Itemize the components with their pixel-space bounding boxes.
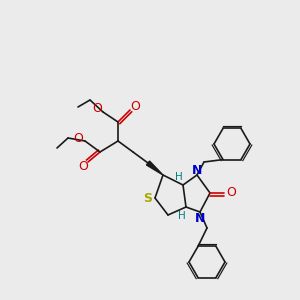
Text: O: O [226, 187, 236, 200]
Text: O: O [92, 101, 102, 115]
Text: N: N [195, 212, 205, 224]
Text: O: O [78, 160, 88, 172]
Text: S: S [143, 191, 152, 205]
Text: O: O [130, 100, 140, 113]
Text: H: H [175, 172, 183, 182]
Text: H: H [178, 211, 186, 221]
Polygon shape [146, 161, 163, 175]
Text: N: N [192, 164, 202, 176]
Text: O: O [73, 131, 83, 145]
